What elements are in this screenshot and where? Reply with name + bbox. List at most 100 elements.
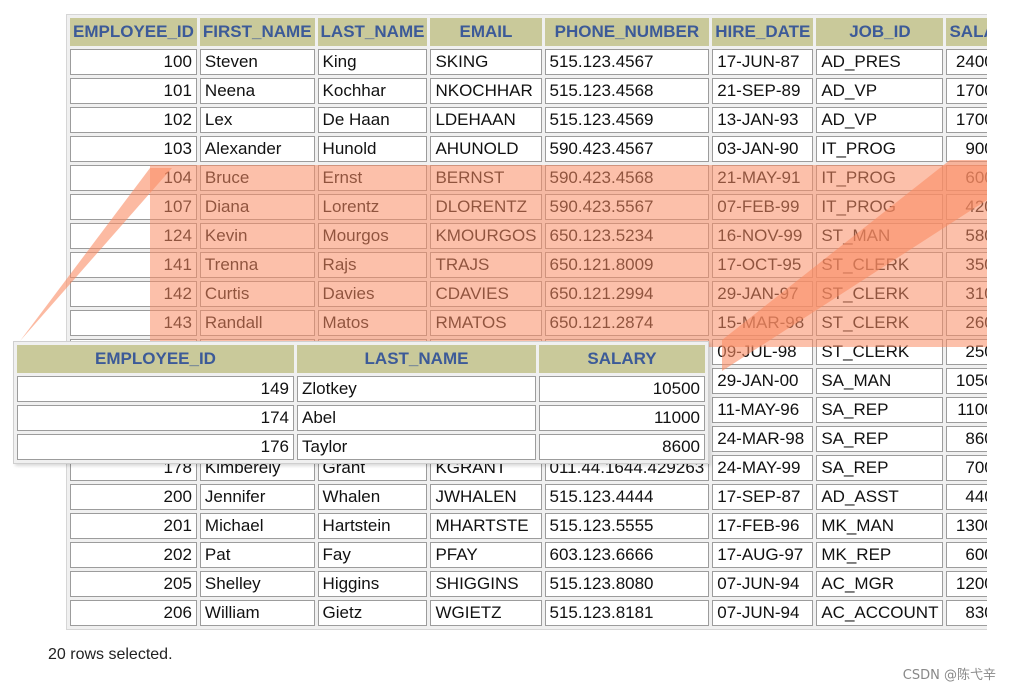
table-cell: 206 (70, 600, 197, 626)
table-cell: 515.123.4569 (544, 107, 710, 133)
table-cell: 440 (946, 484, 987, 510)
table-cell: Hunold (317, 136, 428, 162)
table-cell: Kochhar (317, 78, 428, 104)
table-cell: 104 (70, 165, 197, 191)
table-cell: 29-JAN-00 (712, 368, 814, 394)
table-row: 149 Zlotkey 10500 (17, 376, 705, 402)
table-row: 103 Alexander Hunold AHUNOLD 590.423.4567 03-… (70, 136, 987, 162)
table-cell: Randall (199, 310, 315, 336)
column-header: JOB_ID (816, 18, 944, 46)
table-cell: Trenna (199, 252, 315, 278)
table-cell: Shelley (199, 571, 315, 597)
table-cell: 420 (946, 194, 987, 220)
table-cell: BERNST (430, 165, 542, 191)
table-cell: Whalen (317, 484, 428, 510)
table-cell: Mourgos (317, 223, 428, 249)
table-cell: 202 (70, 542, 197, 568)
table-row: 102 Lex De Haan LDEHAAN 515.123.4569 13-JAN-9… (70, 107, 987, 133)
table-cell: ST_CLERK (816, 310, 944, 336)
table-row: 101 Neena Kochhar NKOCHHAR 515.123.4568 21-SE… (70, 78, 987, 104)
table-cell: AD_VP (816, 107, 944, 133)
table-cell: 590.423.5567 (544, 194, 710, 220)
table-cell: Curtis (199, 281, 315, 307)
column-header: LAST_NAME (317, 18, 428, 46)
table-cell: 1700 (946, 107, 987, 133)
table-cell: Lex (199, 107, 315, 133)
table-cell: 1200 (946, 571, 987, 597)
table-cell: 176 (17, 434, 294, 460)
table-cell: 15-MAR-98 (712, 310, 814, 336)
table-row: 124 Kevin Mourgos KMOURGOS 650.123.5234 16-NO… (70, 223, 987, 249)
table-cell: NKOCHHAR (430, 78, 542, 104)
table-cell: Higgins (317, 571, 428, 597)
table-cell: 29-JAN-97 (712, 281, 814, 307)
table-cell: 201 (70, 513, 197, 539)
table-cell: 250 (946, 339, 987, 365)
table-cell: AD_VP (816, 78, 944, 104)
employees-table-wrap: EMPLOYEE_ID FIRST_NAME LAST_NAME EMAIL PHONE… (66, 14, 987, 630)
table-cell: 17-AUG-97 (712, 542, 814, 568)
table-cell: AC_ACCOUNT (816, 600, 944, 626)
table-cell: Zlotkey (297, 376, 536, 402)
table-cell: 515.123.4444 (544, 484, 710, 510)
table-cell: Taylor (297, 434, 536, 460)
table-cell: 650.121.8009 (544, 252, 710, 278)
column-header: SALARY (539, 345, 705, 373)
rows-selected-text: 20 rows selected. (48, 646, 173, 663)
table-cell: 21-MAY-91 (712, 165, 814, 191)
table-cell: MK_MAN (816, 513, 944, 539)
table-cell: 174 (17, 405, 294, 431)
table-cell: 149 (17, 376, 294, 402)
table-cell: 10500 (539, 376, 705, 402)
table-cell: JWHALEN (430, 484, 542, 510)
table-cell: PFAY (430, 542, 542, 568)
table-cell: Neena (199, 78, 315, 104)
table-cell: SA_REP (816, 455, 944, 481)
table-row: 200 Jennifer Whalen JWHALEN 515.123.4444 17-S… (70, 484, 987, 510)
table-cell: 107 (70, 194, 197, 220)
column-header: EMPLOYEE_ID (17, 345, 294, 373)
column-header: PHONE_NUMBER (544, 18, 710, 46)
table-cell: 21-SEP-89 (712, 78, 814, 104)
table-cell: 860 (946, 426, 987, 452)
table-cell: ST_CLERK (816, 252, 944, 278)
table-cell: Davies (317, 281, 428, 307)
table-cell: 515.123.8181 (544, 600, 710, 626)
table-cell: 101 (70, 78, 197, 104)
table-cell: 141 (70, 252, 197, 278)
table-cell: Matos (317, 310, 428, 336)
table-cell: Kevin (199, 223, 315, 249)
table-row: 104 Bruce Ernst BERNST 590.423.4568 21-MAY-91… (70, 165, 987, 191)
table-cell: 142 (70, 281, 197, 307)
table-cell: 1300 (946, 513, 987, 539)
table-cell: 900 (946, 136, 987, 162)
table-row: 142 Curtis Davies CDAVIES 650.121.2994 29-JAN… (70, 281, 987, 307)
table-cell: RMATOS (430, 310, 542, 336)
table-cell: 07-JUN-94 (712, 571, 814, 597)
table-row: 201 Michael Hartstein MHARTSTE 515.123.5555 1… (70, 513, 987, 539)
table-cell: AC_MGR (816, 571, 944, 597)
table-cell: 17-OCT-95 (712, 252, 814, 278)
column-header: FIRST_NAME (199, 18, 315, 46)
table-cell: Steven (199, 49, 315, 75)
table-cell: 580 (946, 223, 987, 249)
table-cell: 603.123.6666 (544, 542, 710, 568)
table-row: 143 Randall Matos RMATOS 650.121.2874 15-MAR-… (70, 310, 987, 336)
table-cell: 8600 (539, 434, 705, 460)
result-table-wrap: EMPLOYEE_ID LAST_NAME SALARY 149 Zlotkey 105… (13, 341, 709, 464)
table-cell: De Haan (317, 107, 428, 133)
table-cell: WGIETZ (430, 600, 542, 626)
watermark: CSDN @陈弋辛 (902, 668, 996, 683)
table-cell: Alexander (199, 136, 315, 162)
table-cell: 143 (70, 310, 197, 336)
column-header: HIRE_DATE (712, 18, 814, 46)
table-cell: Bruce (199, 165, 315, 191)
table-cell: 11000 (539, 405, 705, 431)
table-row: 202 Pat Fay PFAY 603.123.6666 17-AUG-97 MK_REP… (70, 542, 987, 568)
table-cell: 2400 (946, 49, 987, 75)
table-cell: 1100 (946, 397, 987, 423)
table-cell: 515.123.5555 (544, 513, 710, 539)
table-cell: CDAVIES (430, 281, 542, 307)
table-cell: SA_REP (816, 397, 944, 423)
table-cell: 1050 (946, 368, 987, 394)
